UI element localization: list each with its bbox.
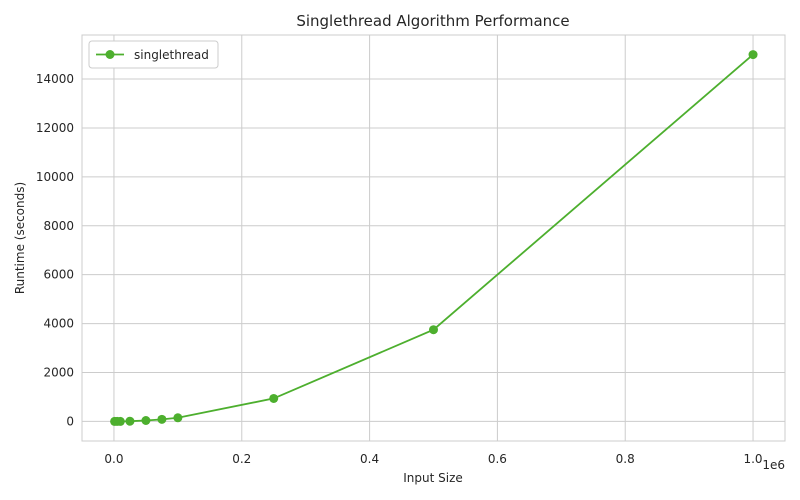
x-tick-label: 1.0 [743,452,762,466]
y-tick-label: 6000 [43,268,74,282]
x-tick-label: 0.0 [104,452,123,466]
data-point [269,393,279,403]
data-point [125,416,135,426]
data-point [173,413,183,423]
data-point [748,50,758,60]
legend-label: singlethread [134,48,209,62]
y-tick-label: 0 [66,414,74,428]
x-tick-label: 0.8 [616,452,635,466]
y-tick-label: 8000 [43,219,74,233]
data-point [141,416,151,426]
x-axis-offset-label: 1e6 [762,458,785,472]
legend: singlethread [88,40,219,69]
plot-frame [81,34,786,442]
x-axis-label: Input Size [403,471,463,485]
chart-title: Singlethread Algorithm Performance [296,12,569,30]
data-point [157,414,167,424]
y-tick-label: 2000 [43,366,74,380]
y-tick-label: 10000 [36,170,74,184]
tick-layer: 0.0 0.2 0.4 0.6 0.8 1.0 0 2000 4000 6000 8000 10000… [36,72,763,466]
x-tick-label: 0.4 [360,452,379,466]
x-tick-label: 0.6 [488,452,507,466]
series-layer [110,50,758,426]
x-tick-label: 0.2 [232,452,251,466]
y-axis-label: Runtime (seconds) [13,182,27,294]
y-tick-label: 12000 [36,121,74,135]
grid-layer [82,35,785,441]
legend-box [88,40,219,69]
y-tick-label: 4000 [43,317,74,331]
data-point [115,416,125,426]
legend-marker [105,50,115,59]
y-tick-label: 14000 [36,72,74,86]
data-point [429,325,438,335]
